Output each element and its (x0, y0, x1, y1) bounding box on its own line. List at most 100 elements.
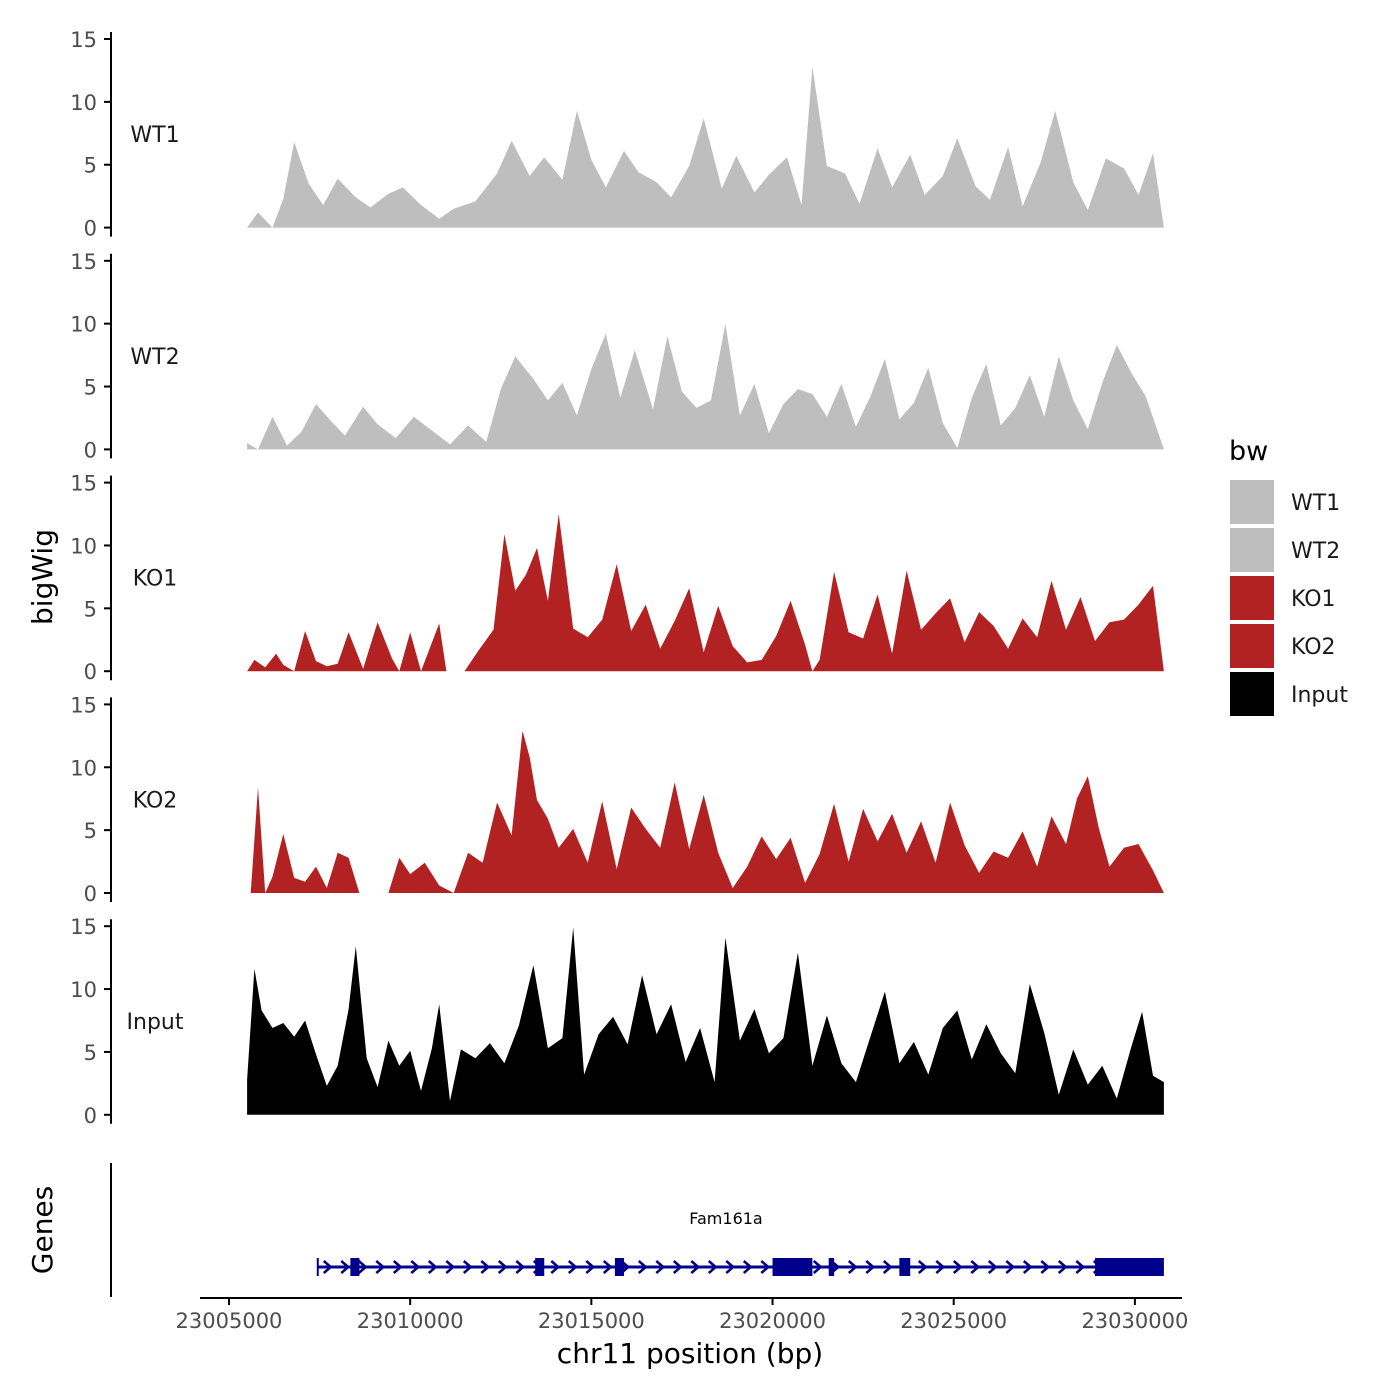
strand-arrow (812, 1260, 823, 1274)
strand-arrow (1005, 1260, 1016, 1274)
y-tick-label: 10 (70, 91, 97, 115)
y-tick-label: 0 (84, 438, 97, 462)
legend-swatch (1230, 624, 1274, 668)
strand-arrow (882, 1260, 893, 1274)
strand-arrow (865, 1260, 876, 1274)
strand-arrow (567, 1260, 578, 1274)
y-tick-label: 10 (70, 313, 97, 337)
strand-arrow (725, 1260, 736, 1274)
strand-arrow (357, 1260, 368, 1274)
y-tick-label: 15 (70, 472, 97, 496)
x-tick-label: 23030000 (1081, 1309, 1188, 1333)
y-axis-title: bigWig (26, 529, 59, 625)
strand-arrow (602, 1260, 613, 1274)
strand-arrow (935, 1260, 946, 1274)
x-axis: 23005000 23010000 23015000 23020000 23025000… (176, 1297, 1188, 1333)
strand-arrow (707, 1260, 718, 1274)
legend: bw WT1 WT2 KO1 KO2 Input (1229, 436, 1348, 716)
strand-arrow (497, 1260, 508, 1274)
legend-item-ko2: KO2 (1230, 624, 1336, 668)
strand-arrow (550, 1260, 561, 1274)
y-tick-label: 0 (84, 1104, 97, 1128)
legend-label: Input (1291, 683, 1348, 708)
y-tick-label: 5 (84, 376, 97, 400)
y-tick-label: 0 (84, 882, 97, 906)
legend-label: KO2 (1291, 635, 1336, 660)
strand-arrow (987, 1260, 998, 1274)
strand-arrow (742, 1260, 753, 1274)
area-ko2 (250, 730, 1164, 893)
y-tick-label: 10 (70, 534, 97, 558)
legend-label: WT2 (1291, 539, 1340, 564)
track-label: KO1 (133, 567, 178, 592)
strand-arrow (952, 1260, 963, 1274)
strand-arrow (515, 1260, 526, 1274)
gene-panel: Fam161a (110, 1163, 1164, 1297)
x-tick-label: 23005000 (176, 1309, 283, 1333)
x-tick-label: 23020000 (719, 1309, 826, 1333)
legend-item-input: Input (1230, 672, 1348, 716)
legend-swatch (1230, 576, 1274, 620)
x-axis-title: chr11 position (bp) (557, 1337, 823, 1370)
strand-arrow (392, 1260, 403, 1274)
area-wt1 (247, 66, 1164, 228)
track-panels: 0 5 10 15 WT1 0 5 10 15 WT2 0 5 10 15 KO1 0 5 10 15 KO2 0 5 10… (70, 28, 1164, 1128)
gene-exon (1095, 1258, 1164, 1276)
legend-swatch (1230, 480, 1274, 524)
y-tick-label: 5 (84, 1041, 97, 1065)
area-wt2 (247, 323, 1164, 450)
track-ko2: 0 5 10 15 KO2 (70, 693, 1164, 906)
gene-exon (899, 1258, 911, 1276)
legend-item-wt1: WT1 (1230, 480, 1340, 524)
y-tick-label: 0 (84, 217, 97, 241)
gene-exon (614, 1258, 624, 1276)
legend-swatch (1230, 528, 1274, 572)
legend-item-wt2: WT2 (1230, 528, 1340, 572)
strand-arrow (322, 1260, 333, 1274)
strand-arrow (847, 1260, 858, 1274)
track-label: Input (127, 1010, 184, 1035)
strand-arrow (340, 1260, 351, 1274)
gene-exon (350, 1258, 360, 1276)
legend-item-ko1: KO1 (1230, 576, 1336, 620)
x-tick-label: 23025000 (900, 1309, 1007, 1333)
strand-arrow (585, 1260, 596, 1274)
x-tick-label: 23015000 (538, 1309, 645, 1333)
gene-model (316, 1258, 1164, 1276)
strand-arrow (970, 1260, 981, 1274)
strand-arrow (480, 1260, 491, 1274)
area-ko1 (247, 514, 1164, 672)
track-ko1: 0 5 10 15 KO1 (70, 472, 1164, 684)
y-tick-label: 15 (70, 28, 97, 52)
strand-arrow (917, 1260, 928, 1274)
strand-arrow (672, 1260, 683, 1274)
y-tick-label: 15 (70, 250, 97, 274)
area-input (247, 927, 1164, 1115)
gene-exon (772, 1258, 813, 1276)
track-label: KO2 (133, 788, 178, 813)
strand-arrow (427, 1260, 438, 1274)
track-wt1: 0 5 10 15 WT1 (70, 28, 1164, 241)
legend-title: bw (1229, 436, 1268, 467)
y-tick-label: 5 (84, 154, 97, 178)
gene-exon (828, 1258, 835, 1276)
strand-arrow (445, 1260, 456, 1274)
gene-exon (535, 1258, 545, 1276)
legend-label: KO1 (1291, 587, 1336, 612)
strand-arrow (1022, 1260, 1033, 1274)
legend-swatch (1230, 672, 1274, 716)
gene-name-label: Fam161a (689, 1209, 762, 1228)
y-tick-label: 15 (70, 693, 97, 717)
y-tick-label: 10 (70, 978, 97, 1002)
track-input: 0 5 10 15 Input (70, 915, 1164, 1128)
strand-arrow (637, 1260, 648, 1274)
strand-arrow (690, 1260, 701, 1274)
strand-arrow (655, 1260, 666, 1274)
track-label: WT1 (130, 123, 179, 148)
strand-arrow (375, 1260, 386, 1274)
legend-label: WT1 (1291, 491, 1340, 516)
y-tick-label: 5 (84, 597, 97, 621)
strand-arrow (1040, 1260, 1051, 1274)
track-wt2: 0 5 10 15 WT2 (70, 250, 1164, 462)
